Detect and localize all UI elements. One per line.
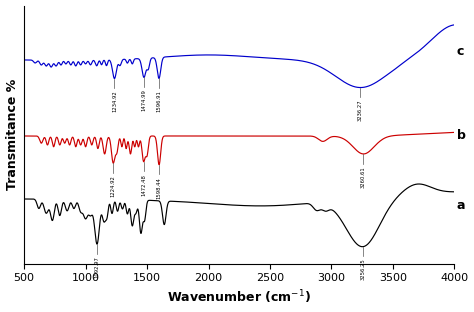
Text: b: b [457, 129, 466, 143]
Text: 1596.91: 1596.91 [156, 90, 162, 112]
Text: 1472.48: 1472.48 [141, 174, 146, 196]
X-axis label: Wavenumber (cm$^{-1}$): Wavenumber (cm$^{-1}$) [167, 289, 311, 306]
Text: 1224.92: 1224.92 [111, 175, 116, 197]
Text: 1234.92: 1234.92 [112, 90, 117, 112]
Text: c: c [457, 45, 464, 57]
Text: 3256.25: 3256.25 [360, 259, 365, 280]
Text: 3260.61: 3260.61 [361, 166, 366, 188]
Text: 1092.97: 1092.97 [94, 256, 100, 278]
Text: 3236.27: 3236.27 [358, 100, 363, 121]
Text: 1474.99: 1474.99 [141, 90, 146, 111]
Text: 1598.44: 1598.44 [156, 177, 162, 199]
Text: a: a [457, 199, 465, 212]
Y-axis label: Transmitance %: Transmitance % [6, 79, 18, 190]
